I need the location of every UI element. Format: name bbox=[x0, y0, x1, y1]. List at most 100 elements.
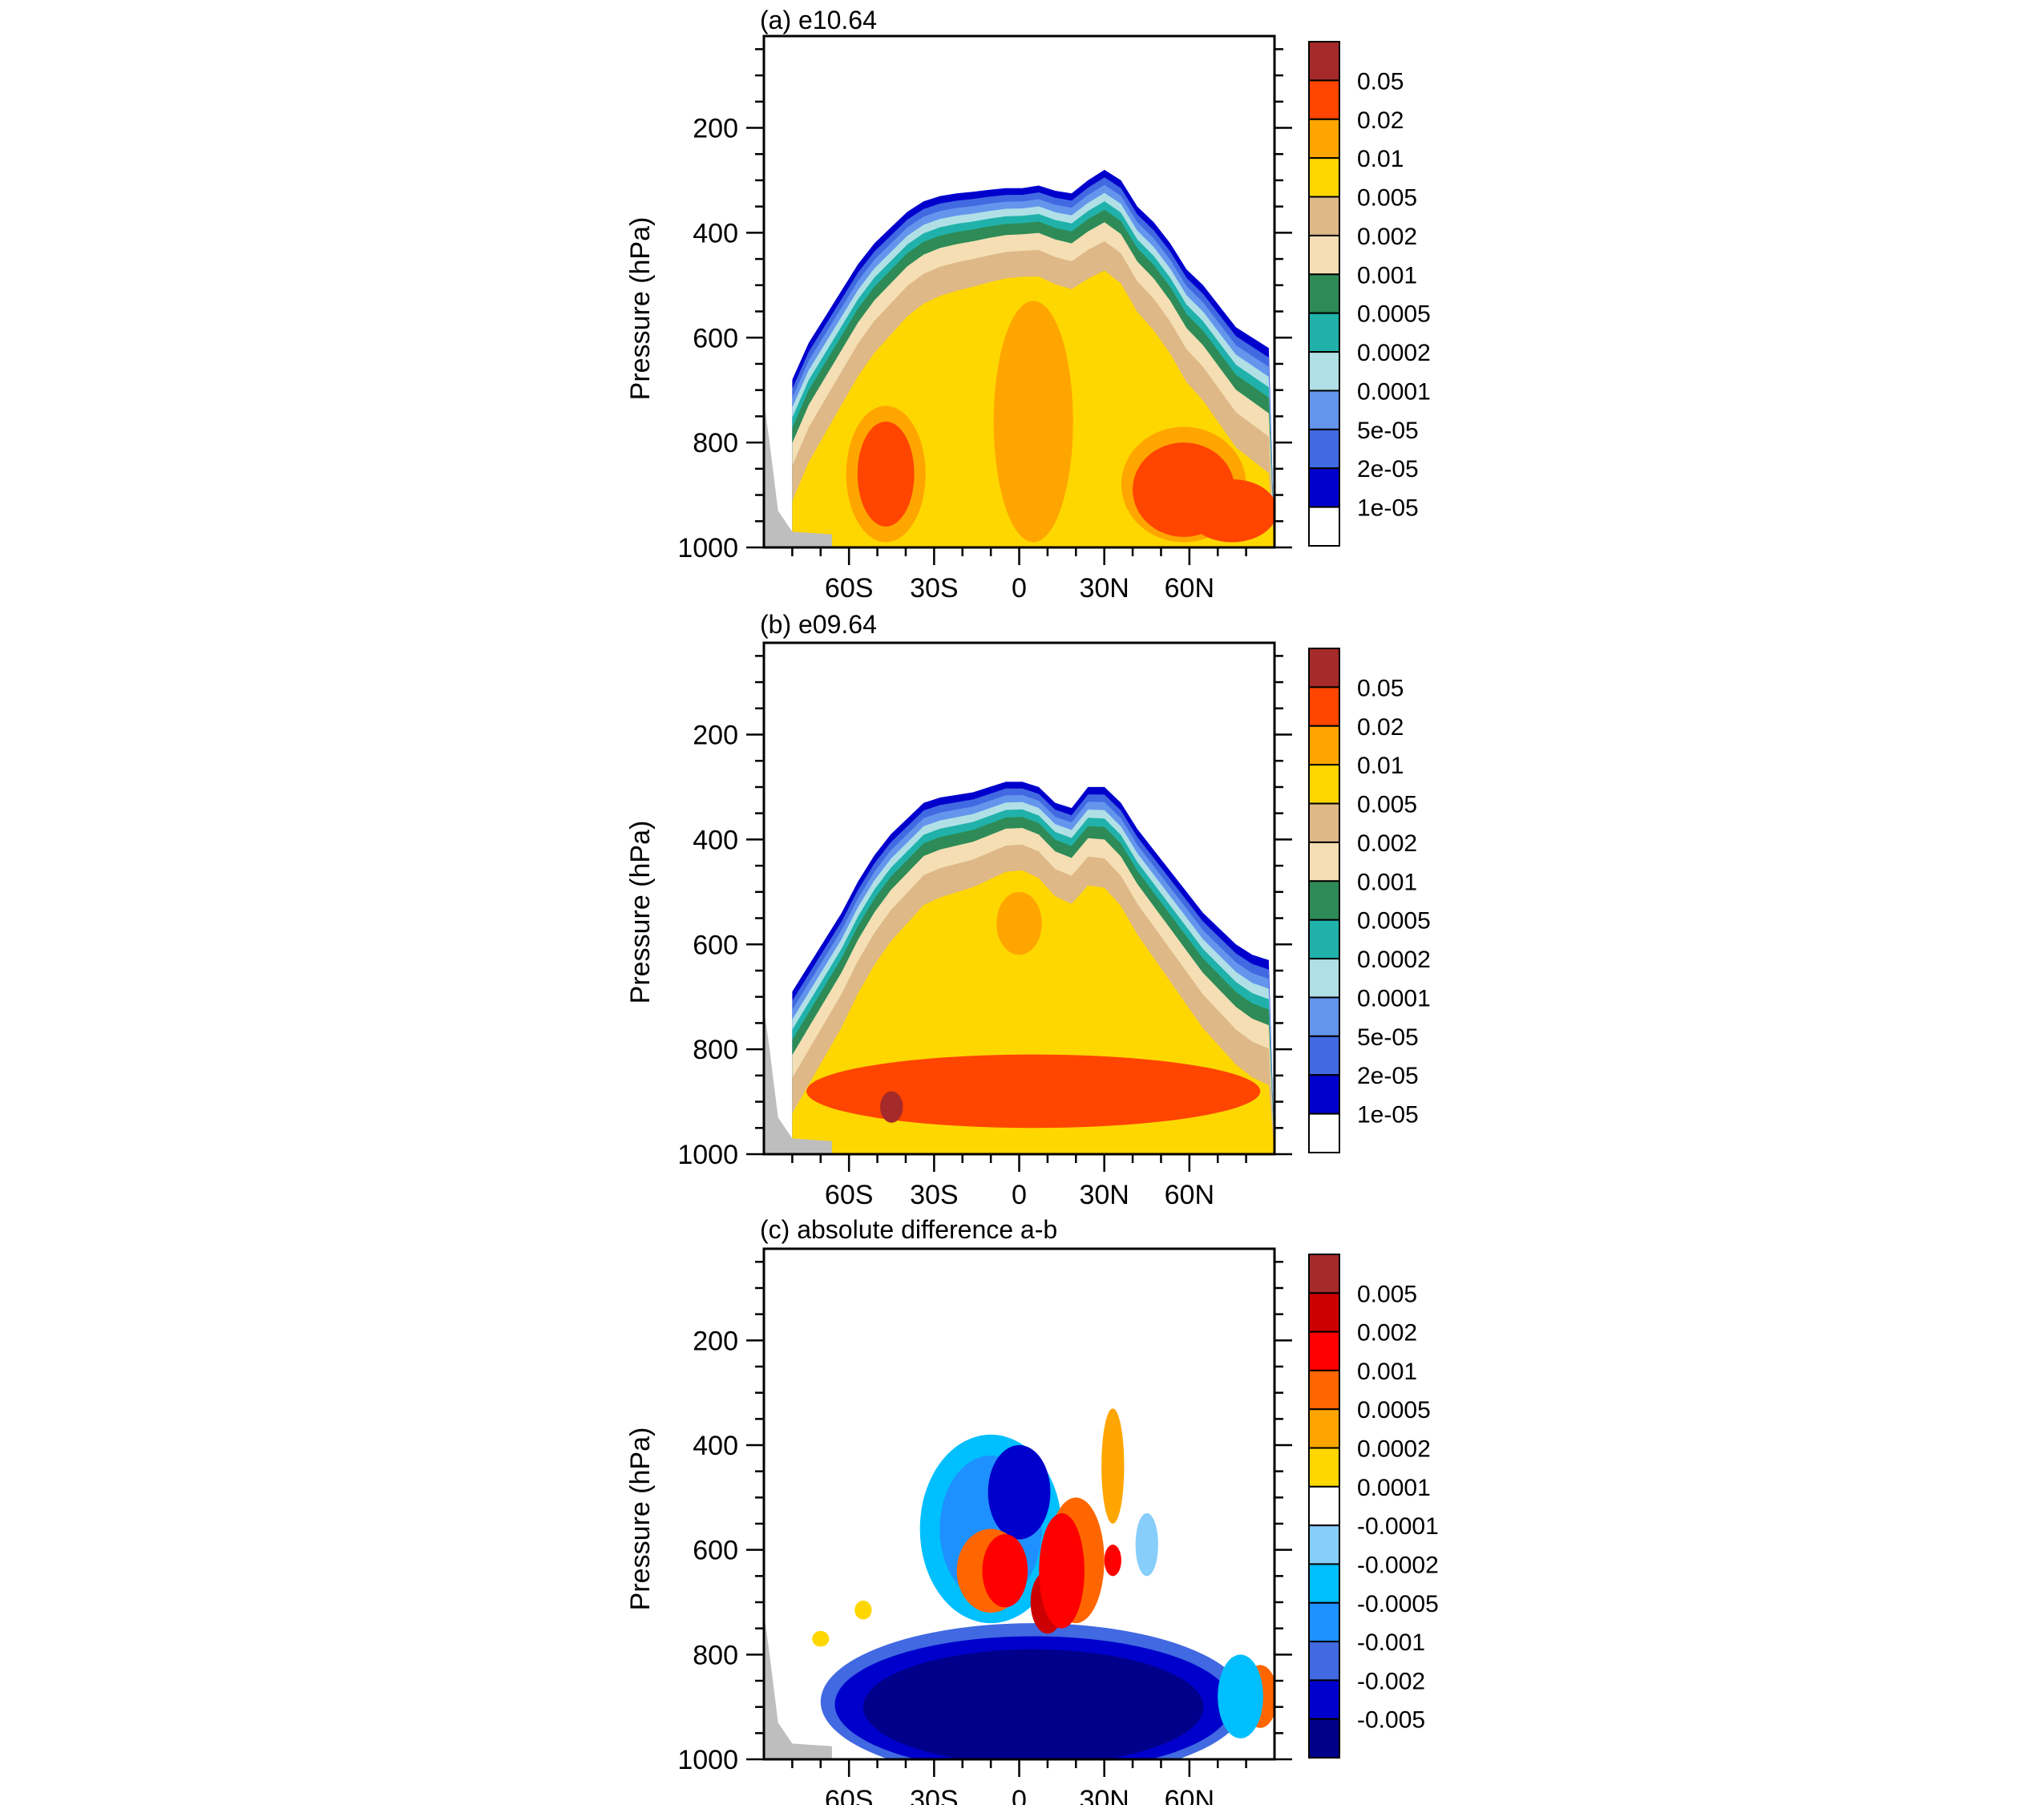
colorbar-label: -0.0002 bbox=[1357, 1552, 1439, 1578]
colorbar-label: -0.001 bbox=[1357, 1629, 1425, 1656]
x-tick-label: 30S bbox=[910, 573, 959, 604]
colorbar-swatch bbox=[1308, 312, 1340, 353]
contour-blob bbox=[1039, 1512, 1085, 1629]
colorbar-label: 0.0001 bbox=[1357, 378, 1431, 405]
y-tick-label: 400 bbox=[693, 825, 738, 855]
contour-field bbox=[764, 169, 1274, 547]
panel-b-ylabel: Pressure (hPa) bbox=[625, 821, 656, 1004]
x-tick-label: 60N bbox=[1165, 1785, 1214, 1805]
panel-a: (a) e10.64 Pressure (hPa) 200 400 600 800 10… bbox=[625, 6, 1431, 604]
x-tick-label: 30S bbox=[910, 1180, 959, 1210]
y-tick-label: 600 bbox=[693, 930, 738, 960]
x-tick-label: 60S bbox=[825, 573, 874, 604]
x-tick-label: 0 bbox=[1012, 573, 1027, 604]
colorbar-swatch bbox=[1308, 273, 1340, 314]
panel-c-plot: 200 400 600 800 1000 60S 30S 0 30N 60N bbox=[677, 1247, 1292, 1805]
colorbar-swatch bbox=[1308, 1408, 1340, 1449]
colorbar-swatch bbox=[1308, 1331, 1340, 1371]
colorbar-swatch bbox=[1308, 1369, 1340, 1411]
terrain-mask bbox=[764, 1007, 832, 1154]
colorbar-swatch bbox=[1308, 428, 1340, 470]
colorbar-swatch bbox=[1308, 919, 1340, 960]
contour-blob bbox=[1186, 479, 1274, 543]
contour-blob bbox=[862, 1649, 1204, 1759]
y-tick-label: 200 bbox=[693, 114, 738, 144]
colorbar-swatch bbox=[1308, 1074, 1340, 1115]
y-tick-label: 800 bbox=[693, 1035, 738, 1065]
colorbar-swatch bbox=[1308, 1485, 1340, 1527]
colorbar-swatch bbox=[1308, 648, 1340, 688]
y-tick-label: 1000 bbox=[677, 533, 738, 563]
colorbar-swatch bbox=[1308, 234, 1340, 276]
colorbar-label: 0.002 bbox=[1357, 1320, 1417, 1347]
y-tick-label: 400 bbox=[693, 218, 738, 248]
colorbar-swatch bbox=[1308, 1292, 1340, 1333]
colorbar-swatch bbox=[1308, 118, 1340, 160]
x-tick-label: 60S bbox=[825, 1180, 874, 1210]
colorbar-swatch bbox=[1308, 764, 1340, 805]
colorbar-label: 1e-05 bbox=[1357, 495, 1419, 522]
colorbar-label: 0.01 bbox=[1357, 146, 1404, 172]
colorbar-label: -0.005 bbox=[1357, 1707, 1425, 1734]
colorbar-label: 0.01 bbox=[1357, 753, 1404, 779]
colorbar-swatch bbox=[1308, 1254, 1340, 1294]
colorbar-swatch bbox=[1308, 1563, 1340, 1604]
contour-field bbox=[764, 1408, 1274, 1759]
colorbar-swatch bbox=[1308, 1035, 1340, 1076]
y-tick-label: 800 bbox=[693, 1640, 738, 1670]
x-tick-label: 30N bbox=[1079, 573, 1129, 604]
y-tick-label: 600 bbox=[693, 1536, 738, 1566]
x-tick-label: 60S bbox=[825, 1785, 874, 1805]
panel-c-colorbar: 0.005 0.002 0.001 0.0005 0.0002 0.0001 -0.0001… bbox=[1308, 1254, 1439, 1759]
contour-field bbox=[764, 781, 1274, 1154]
colorbar-label: 0.002 bbox=[1357, 224, 1417, 250]
colorbar-swatch bbox=[1308, 1112, 1340, 1153]
colorbar-swatch bbox=[1308, 1601, 1340, 1643]
contour-blob bbox=[857, 421, 915, 527]
colorbar-label: 0.02 bbox=[1357, 714, 1404, 741]
colorbar-label: 0.001 bbox=[1357, 262, 1417, 289]
colorbar-label: 0.05 bbox=[1357, 68, 1404, 95]
contour-blob bbox=[988, 1445, 1051, 1540]
colorbar-swatch bbox=[1308, 79, 1340, 120]
colorbar-swatch bbox=[1308, 686, 1340, 727]
colorbar-label: 0.005 bbox=[1357, 185, 1417, 212]
colorbar-label: 5e-05 bbox=[1357, 1024, 1419, 1051]
panel-a-title: (a) e10.64 bbox=[760, 6, 877, 34]
colorbar-swatch bbox=[1308, 958, 1340, 999]
panel-b: (b) e09.64 Pressure (hPa) 200 400 600 800 10… bbox=[625, 610, 1431, 1210]
x-tick-label: 60N bbox=[1165, 573, 1214, 604]
colorbar-swatch bbox=[1308, 467, 1340, 508]
y-tick-label: 1000 bbox=[677, 1140, 738, 1170]
contour-blob bbox=[1104, 1545, 1121, 1577]
colorbar-swatch bbox=[1308, 390, 1340, 430]
colorbar-label: 0.02 bbox=[1357, 107, 1404, 134]
colorbar-swatch bbox=[1308, 841, 1340, 882]
contour-blob bbox=[1218, 1654, 1263, 1738]
contour-blob bbox=[812, 1630, 830, 1647]
x-tick-label: 30N bbox=[1079, 1785, 1129, 1805]
colorbar-swatch bbox=[1308, 1718, 1340, 1759]
colorbar-label: 5e-05 bbox=[1357, 418, 1419, 444]
colorbar-label: 2e-05 bbox=[1357, 456, 1419, 483]
colorbar-swatch bbox=[1308, 880, 1340, 921]
contour-blob bbox=[880, 1091, 903, 1123]
y-tick-label: 200 bbox=[693, 721, 738, 751]
colorbar-label: 0.002 bbox=[1357, 830, 1417, 857]
colorbar-label: 0.001 bbox=[1357, 869, 1417, 895]
colorbar-label: -0.0001 bbox=[1357, 1513, 1439, 1540]
colorbar-label: 0.0005 bbox=[1357, 1397, 1431, 1423]
contour-blob bbox=[1135, 1512, 1158, 1577]
contour-blob bbox=[806, 1054, 1261, 1129]
colorbar-swatch bbox=[1308, 1641, 1340, 1682]
y-tick-label: 400 bbox=[693, 1431, 738, 1461]
colorbar-label: 0.05 bbox=[1357, 675, 1404, 701]
colorbar-label: 0.0002 bbox=[1357, 1436, 1431, 1463]
colorbar-swatch bbox=[1308, 351, 1340, 392]
panel-b-plot: 200 400 600 800 1000 60S 30S 0 30N 60N bbox=[677, 641, 1292, 1210]
contour-blob bbox=[1101, 1408, 1125, 1524]
panel-b-title: (b) e09.64 bbox=[760, 610, 877, 639]
colorbar-label: 0.0001 bbox=[1357, 1475, 1431, 1501]
x-tick-label: 60N bbox=[1165, 1180, 1214, 1210]
